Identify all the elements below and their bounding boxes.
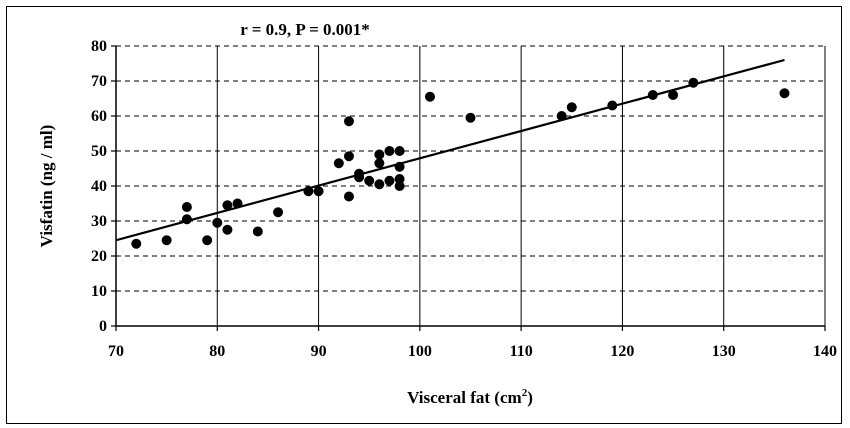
y-tick-label-30: 30 <box>91 213 107 230</box>
data-point-6 <box>212 217 223 228</box>
data-point-24 <box>384 146 395 156</box>
x-axis-title-superscript: 2 <box>522 387 528 399</box>
data-points <box>131 77 790 249</box>
data-point-31 <box>465 112 476 123</box>
y-tick-label-10: 10 <box>91 283 107 300</box>
x-tick-label-140: 140 <box>813 343 837 360</box>
x-tick-label-100: 100 <box>408 343 432 360</box>
data-point-17 <box>343 191 354 202</box>
y-tick-label-80: 80 <box>91 38 107 55</box>
data-point-7 <box>222 200 233 211</box>
y-axis-title: Visfatin (ng / ml) <box>37 125 56 248</box>
x-tick-label-90: 90 <box>311 343 327 360</box>
x-tick-label-70: 70 <box>108 343 124 360</box>
data-point-15 <box>343 116 354 127</box>
data-point-8 <box>222 224 233 235</box>
data-point-2 <box>161 235 172 246</box>
x-tick-label-130: 130 <box>712 343 736 360</box>
data-point-3 <box>181 202 192 212</box>
y-tick-label-50: 50 <box>91 143 107 160</box>
data-point-38 <box>779 88 790 99</box>
trendline-group <box>115 58 785 242</box>
regression-line <box>115 58 785 242</box>
data-point-34 <box>607 100 618 111</box>
data-point-19 <box>354 172 365 183</box>
data-point-14 <box>333 158 344 169</box>
data-point-36 <box>668 90 679 100</box>
data-point-27 <box>394 161 405 172</box>
statistic-annotation: r = 0.9, P = 0.001* <box>240 20 370 39</box>
data-point-16 <box>343 151 354 162</box>
grid <box>116 45 826 326</box>
data-point-26 <box>394 146 405 156</box>
data-point-30 <box>424 91 435 102</box>
x-axis-title-main: Visceral fat (cm <box>407 388 522 407</box>
data-point-33 <box>566 102 577 113</box>
y-tick-label-20: 20 <box>91 248 107 265</box>
y-tick-label-0: 0 <box>99 318 107 335</box>
tick-labels: 0 10 20 30 40 50 60 70 80 70 80 90 100 110 120 130 140 <box>91 38 837 360</box>
data-point-25 <box>384 175 395 186</box>
chart-frame <box>6 6 842 424</box>
x-axis-title-end: ) <box>527 388 533 407</box>
data-point-12 <box>303 186 314 197</box>
y-tick-label-60: 60 <box>91 108 107 125</box>
x-axis-title: Visceral fat (cm2) <box>407 387 533 407</box>
data-point-32 <box>556 111 567 121</box>
data-point-20 <box>364 175 375 186</box>
data-point-11 <box>273 207 284 218</box>
data-point-5 <box>202 235 213 246</box>
data-point-10 <box>252 226 263 237</box>
data-point-9 <box>232 198 243 209</box>
y-tick-label-70: 70 <box>91 73 107 90</box>
y-tick-label-40: 40 <box>91 178 107 195</box>
x-tick-label-80: 80 <box>209 343 225 360</box>
x-tick-label-120: 120 <box>610 343 634 360</box>
x-tick-label-110: 110 <box>510 343 533 360</box>
data-point-4 <box>181 214 192 225</box>
data-point-1 <box>131 238 142 249</box>
data-point-22 <box>374 158 385 169</box>
data-point-13 <box>313 186 324 197</box>
data-point-21 <box>374 149 385 160</box>
data-point-37 <box>688 77 699 88</box>
data-point-28 <box>394 174 405 184</box>
data-point-35 <box>647 90 658 100</box>
data-point-23 <box>374 179 385 190</box>
axes <box>111 45 826 331</box>
data-point-29 <box>394 181 405 191</box>
